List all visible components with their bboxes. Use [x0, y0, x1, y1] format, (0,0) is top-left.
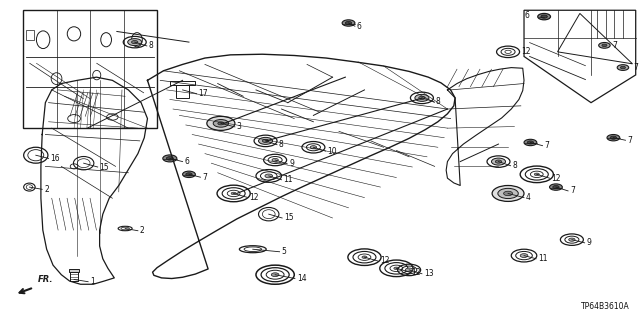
Circle shape — [128, 39, 141, 46]
Text: 1: 1 — [90, 277, 95, 286]
Text: 12: 12 — [380, 257, 389, 266]
Text: 11: 11 — [284, 175, 293, 184]
Text: 11: 11 — [538, 254, 548, 263]
Circle shape — [602, 44, 607, 47]
Circle shape — [166, 157, 173, 160]
Text: 7: 7 — [202, 173, 207, 182]
Circle shape — [520, 254, 528, 258]
Text: 16: 16 — [51, 154, 60, 163]
Text: 7: 7 — [633, 63, 638, 72]
Circle shape — [492, 158, 506, 165]
Circle shape — [524, 139, 537, 146]
Circle shape — [607, 134, 620, 141]
Circle shape — [272, 158, 278, 162]
Bar — [69, 269, 79, 271]
Circle shape — [550, 184, 563, 190]
Circle shape — [610, 136, 616, 139]
Circle shape — [231, 192, 236, 195]
Circle shape — [620, 66, 625, 69]
Circle shape — [598, 43, 610, 48]
Text: 8: 8 — [513, 161, 517, 170]
Bar — [176, 85, 189, 98]
Text: 7: 7 — [627, 136, 632, 145]
Text: 5: 5 — [282, 247, 286, 256]
Text: 7: 7 — [570, 187, 575, 196]
Circle shape — [569, 238, 575, 241]
Text: 8: 8 — [279, 140, 284, 149]
Text: 15: 15 — [100, 163, 109, 172]
Bar — [170, 81, 195, 85]
Circle shape — [218, 122, 224, 125]
Circle shape — [415, 94, 429, 101]
Bar — [26, 30, 34, 40]
Circle shape — [310, 146, 317, 149]
Circle shape — [342, 20, 355, 26]
Text: 12: 12 — [552, 174, 561, 183]
Circle shape — [617, 65, 628, 70]
Text: 12: 12 — [412, 268, 421, 277]
Circle shape — [534, 173, 540, 176]
Circle shape — [498, 188, 518, 198]
Circle shape — [495, 160, 502, 163]
Circle shape — [163, 155, 177, 162]
Circle shape — [541, 15, 547, 18]
Circle shape — [538, 13, 550, 20]
Circle shape — [419, 96, 425, 100]
Circle shape — [213, 120, 228, 127]
Text: 14: 14 — [297, 274, 307, 283]
Text: 7: 7 — [545, 141, 549, 150]
Circle shape — [362, 256, 367, 259]
Circle shape — [262, 139, 269, 142]
Circle shape — [405, 268, 413, 272]
Circle shape — [504, 191, 513, 196]
Text: 6: 6 — [525, 11, 530, 20]
Bar — [23, 10, 157, 128]
Text: 15: 15 — [284, 213, 294, 222]
Circle shape — [527, 141, 534, 144]
Circle shape — [265, 174, 273, 178]
Text: 9: 9 — [587, 238, 591, 247]
Text: 6: 6 — [357, 22, 362, 31]
Text: 13: 13 — [424, 269, 433, 278]
Text: 8: 8 — [148, 41, 154, 51]
Text: 17: 17 — [198, 89, 208, 98]
Circle shape — [186, 173, 192, 176]
Text: 12: 12 — [521, 47, 531, 56]
Circle shape — [132, 41, 138, 44]
Text: 7: 7 — [612, 41, 617, 50]
Text: 10: 10 — [328, 147, 337, 156]
Text: 2: 2 — [44, 185, 49, 194]
Circle shape — [346, 21, 352, 25]
Text: 2: 2 — [140, 226, 145, 235]
Circle shape — [394, 267, 399, 270]
Text: 8: 8 — [436, 97, 441, 106]
Text: 4: 4 — [526, 193, 531, 202]
Text: 6: 6 — [184, 157, 189, 166]
Circle shape — [182, 171, 195, 178]
Text: 12: 12 — [249, 193, 259, 202]
Text: TP64B3610A: TP64B3610A — [580, 302, 629, 311]
Bar — [70, 271, 78, 281]
Text: 3: 3 — [237, 122, 242, 132]
Circle shape — [492, 186, 524, 201]
Circle shape — [259, 137, 273, 144]
Text: 9: 9 — [289, 159, 294, 168]
Circle shape — [207, 116, 235, 130]
Text: FR.: FR. — [38, 275, 53, 284]
Circle shape — [553, 186, 559, 189]
Circle shape — [271, 273, 279, 276]
